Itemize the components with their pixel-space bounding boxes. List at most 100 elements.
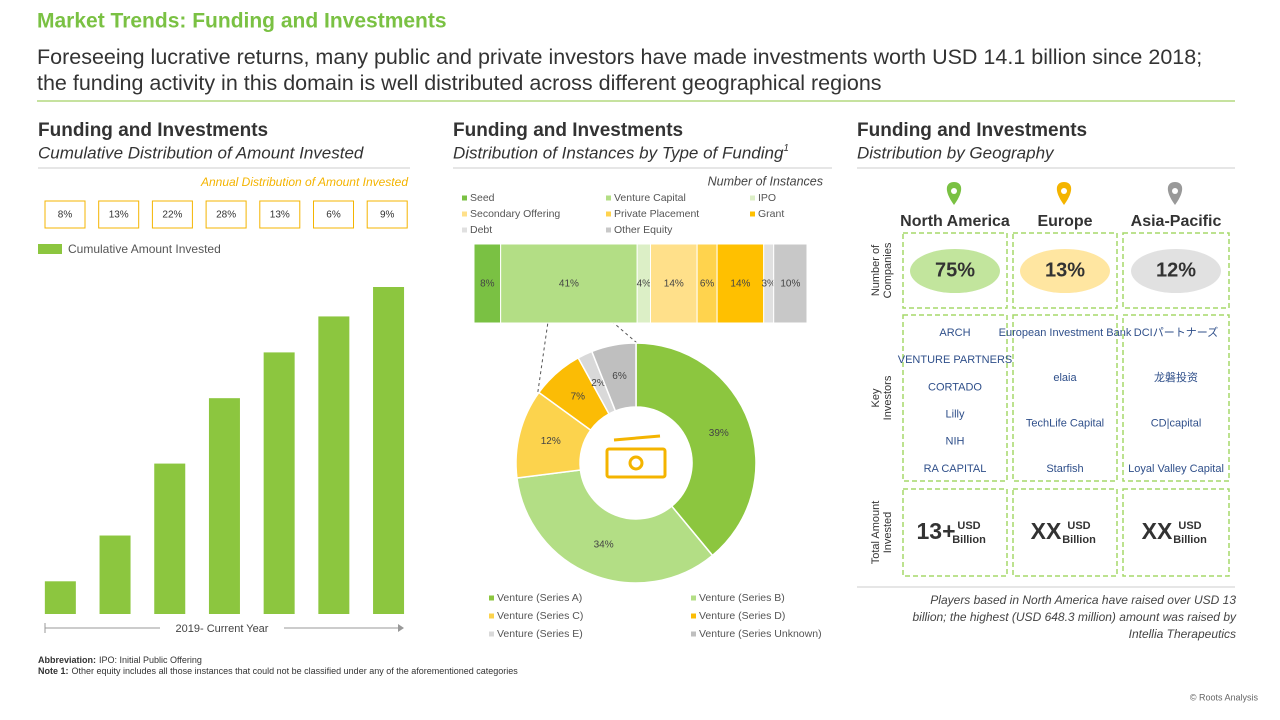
region-map [1131,249,1221,293]
bar [208,398,240,614]
investor-logo: Starfish [1046,463,1083,475]
legend-marker [606,195,611,201]
pin-dot [951,188,957,194]
legend-marker [489,613,494,619]
page-subtitle: Foreseeing lucrative returns, many publi… [37,45,1203,95]
amount-unit: Billion [952,534,986,546]
investor-logo: VENTURE PARTNERS [898,354,1013,366]
panel-subtitle: Cumulative Distribution of Amount Invest… [38,143,364,162]
panel-subtitle: Distribution by Geography [857,143,1055,162]
row-label: Companies [882,242,894,298]
slice-label: 6% [612,371,627,382]
cell [1012,314,1118,482]
investor-logo: DCIパートナーズ [1134,325,1218,339]
bar-segment [500,243,638,324]
annual-label: 9% [380,210,395,221]
annual-box [151,200,193,229]
axis-label-bg [160,620,284,636]
panel-subtitle: Distribution of Instances by Type of Fun… [453,143,789,162]
legend-label: Other Equity [614,224,673,236]
amount: XX [1142,518,1173,544]
legend-label: Secondary Offering [470,208,560,220]
pin-dot [1172,188,1178,194]
amount-unit: Billion [1062,534,1096,546]
panel-title: Funding and Investments [453,120,683,141]
segment-label: 3% [761,279,776,290]
cell [1122,488,1230,577]
x-axis-label: 2019- Current Year [176,623,269,635]
annual-box [44,200,86,229]
legend-label: Seed [470,192,495,204]
segment-label: 14% [730,279,750,290]
investor-logo: RA CAPITAL [924,463,987,475]
region-name: Europe [1037,213,1092,230]
legend-marker [691,613,696,619]
legend-label: Venture (Series Unknown) [699,628,822,640]
annual-label: 8% [58,210,73,221]
legend-marker [606,227,611,233]
annual-box [366,200,408,229]
bar [263,352,295,614]
annual-label: 13% [109,210,129,221]
investor-logo: CD|capital [1151,418,1202,430]
cell [1122,232,1230,309]
amount: XX [1031,518,1062,544]
investor-logo: elaia [1053,372,1077,384]
annual-box [259,200,301,229]
annual-label: 28% [216,210,236,221]
companies-share: 13% [1045,259,1085,281]
annual-box [313,200,354,229]
legend-marker [750,211,755,217]
subtitle-note: 1 [783,143,789,154]
cell [902,488,1008,577]
slice-label: 34% [594,539,614,550]
legend-marker [38,244,62,254]
annual-title: Annual Distribution of Amount Invested [200,175,408,189]
bar [318,316,350,614]
copyright: © Roots Analysis [1190,692,1259,702]
annual-label: 13% [270,210,290,221]
donut-slice [516,469,714,584]
investor-logo: TechLife Capital [1026,418,1104,430]
legend-label: Venture (Series C) [497,610,583,622]
row-label: Total Amount [870,501,882,565]
row-label: Number of [870,244,882,296]
annual-label: 22% [162,210,182,221]
legend-marker [691,595,696,601]
legend-label: Cumulative Amount Invested [68,242,221,256]
bar-segment [773,243,808,324]
money-icon [605,434,667,479]
investor-logo: CORTADO [928,381,982,393]
bar [154,463,186,614]
bar-segment [716,243,765,324]
annual-box [98,200,140,229]
legend-label: Venture Capital [614,192,686,204]
segment-label: 10% [780,279,800,290]
bar-segment [473,243,502,324]
segment-label: 14% [664,279,684,290]
annual-box [205,200,247,229]
slice-label: 2% [591,378,606,389]
legend-marker [489,595,494,601]
footnote-label: Note 1: [38,666,69,676]
legend-marker [606,211,611,217]
region-map [1020,249,1110,293]
bar [99,535,131,614]
row-label: Investors [882,375,894,420]
legend-title: Number of Instances [708,174,823,188]
amount-unit: USD [957,520,980,532]
footnote-label: Abbreviation: [38,655,96,665]
footnote-text: IPO: Initial Public Offering [99,655,202,665]
cell [902,314,1008,482]
pin-dot [1061,188,1067,194]
investor-logo: 龙磐投资 [1154,370,1198,384]
legend-label: Venture (Series A) [497,592,582,604]
slice-label: 7% [571,392,586,403]
region-name: Asia-Pacific [1131,213,1222,230]
amount-unit: USD [1067,520,1090,532]
legend-marker [462,195,467,201]
cell [1122,314,1230,482]
